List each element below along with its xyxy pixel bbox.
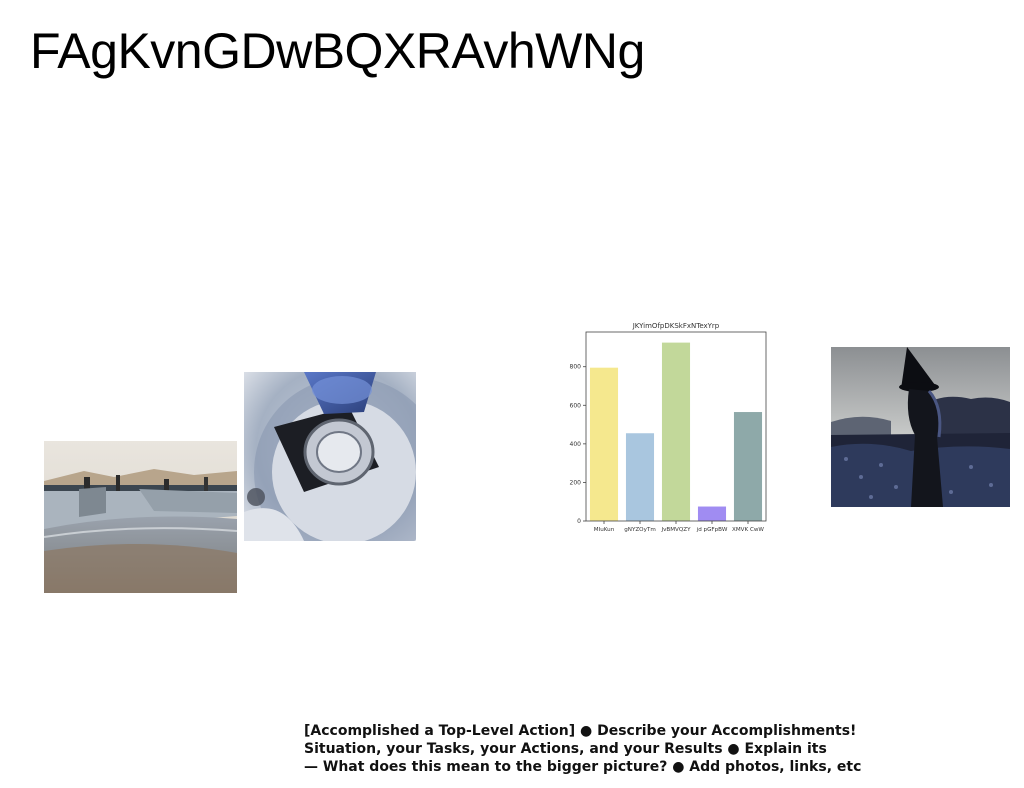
- y-tick-label: 800: [570, 364, 582, 371]
- x-tick-label: jd pGFpBW: [696, 527, 728, 533]
- chart-title: JKYimOfpDKSkFxNTexYrp: [632, 322, 720, 330]
- bottle-photo: [244, 372, 416, 541]
- bar-4: [697, 506, 727, 521]
- x-tick-label: JvBMVQZY: [660, 527, 691, 533]
- y-tick-label: 200: [570, 479, 582, 486]
- bar-2: [625, 433, 655, 521]
- y-tick-label: 0: [577, 518, 581, 525]
- page-title: FAgKvnGDwBQXRAvhWNg: [30, 23, 645, 79]
- witch-photo: [831, 347, 1010, 507]
- bar-5: [733, 412, 763, 521]
- chart-plot-frame: [585, 331, 767, 522]
- accomplishment-caption: [Accomplished a Top-Level Action] ● Desc…: [304, 722, 904, 776]
- bar-1: [589, 367, 619, 521]
- x-tick-label: gNYZOyTm: [624, 527, 656, 533]
- skatepark-photo: [44, 441, 237, 593]
- caption-line-2: Situation, your Tasks, your Actions, and…: [304, 741, 827, 757]
- x-tick-label: XMVK CwW: [732, 527, 764, 533]
- caption-line-1: [Accomplished a Top-Level Action] ● Desc…: [304, 723, 857, 739]
- y-tick-label: 600: [570, 402, 582, 409]
- bar-3: [661, 342, 691, 521]
- bar-chart: JKYimOfpDKSkFxNTexYrp 0 200 400 600 800 MIuK…: [556, 318, 776, 538]
- caption-line-3: — What does this mean to the bigger pict…: [304, 759, 862, 775]
- y-tick-label: 400: [570, 441, 582, 448]
- x-tick-label: MIuKun: [594, 527, 615, 533]
